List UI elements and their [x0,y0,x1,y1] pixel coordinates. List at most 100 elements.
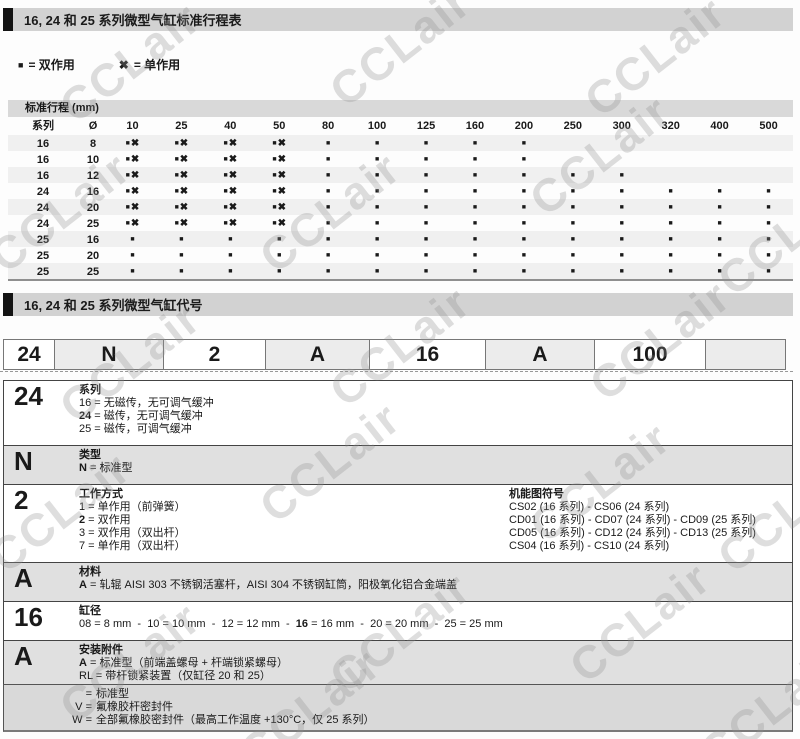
order-code-boxes: 24 N 2 A 16 A 100 [3,339,786,370]
double-acting-symbol: ■ [272,204,277,211]
double-acting-symbol: ■ [668,220,673,227]
stroke-cell: ■ [353,231,402,248]
stroke-cell: ■ [402,263,451,280]
column-header: 50 [273,120,286,132]
option-key: 3 [79,527,86,539]
double-acting-symbol: ■ [570,188,575,195]
option-key: 25 [444,618,457,630]
single-acting-symbol: ✖ [130,154,140,165]
double-acting-symbol: ■ [228,236,233,243]
double-acting-symbol: ■ [174,156,179,163]
code-spec-table: 24 系列 16 = 无磁传，无可调气缓冲 24 = 磁传，无可调气缓冲 25 = 磁传… [3,380,793,730]
double-acting-symbol: ■ [326,220,331,227]
spec-option-line: 25 = 磁传，可调气缓冲 [79,423,192,435]
single-acting-symbol: ✖ [179,202,189,213]
spec-option-line: A = 轧辊 AISI 303 不锈钢活塞杆，AISI 304 不锈钢缸筒，阳极… [79,579,458,591]
double-acting-symbol: ■ [374,204,380,211]
code-box-16: 16 [369,339,486,370]
stroke-table-caption: 标准行程 (mm) [8,100,793,117]
column-header: 160 [465,120,485,132]
stroke-cell: ■ [402,199,451,216]
stroke-cell: ■ [255,231,304,248]
stroke-cell: ■ [499,263,548,280]
double-acting-symbol: ■ [223,140,228,147]
stroke-cell: ■ [499,199,548,216]
double-acting-symbol: ■ [423,268,429,275]
double-acting-symbol: ■ [766,252,771,259]
single-acting-symbol: ✖ [179,170,189,181]
single-acting-symbol: ✖ [130,218,140,229]
series-cell: 25 [36,249,50,262]
stroke-cell: ■ [499,231,548,248]
stroke-cell: ■✖ [157,167,206,184]
stroke-cell: ■ [744,263,793,280]
double-acting-symbol: ■ [374,172,380,179]
seal-option-line: W = 全部氟橡胶密封件（最高工作温度 +130°C，仅 25 系列） [4,714,792,727]
double-acting-symbol: ■ [326,204,331,211]
double-acting-symbol: ■ [619,188,624,195]
option-key: 16 [79,397,92,409]
single-acting-symbol: ✖ [277,202,287,213]
stroke-cell: ■ [304,151,353,168]
double-acting-symbol: ■ [570,268,575,275]
stroke-cell: ■✖ [206,215,255,232]
spec-option-line: RL = 带杆锁紧装置（仅缸径 20 和 25） [79,670,271,682]
double-acting-symbol: ■ [326,268,331,275]
legend-single-acting: ✖ = 单作用 [119,56,180,73]
double-acting-symbol: ■ [619,204,624,211]
double-acting-symbol: ■ [125,204,130,211]
double-acting-symbol: ■ [521,220,526,227]
stroke-cell: ■ [206,263,255,280]
spec-code-value: 16 [14,602,43,632]
spec-title: 安装附件 [79,644,123,656]
stroke-cell: ■ [450,183,499,200]
seal-option-value: 全部氟橡胶密封件（最高工作温度 +130°C，仅 25 系列） [96,714,375,726]
bore-cell: 16 [86,185,100,198]
double-acting-symbol: ■ [423,188,429,195]
stroke-cell: ■ [255,263,304,280]
stroke-cell: ■ [548,215,597,232]
double-acting-symbol: ■ [374,252,380,259]
double-acting-symbol: ■ [125,220,130,227]
double-acting-symbol: ■ [570,236,575,243]
stroke-cell: ■✖ [206,167,255,184]
stroke-cell: ■ [499,247,548,264]
legend-double-text: = 双作用 [28,58,75,72]
single-acting-symbol: ✖ [118,57,129,72]
stroke-cell: ■ [597,263,646,280]
stroke-cell: ■✖ [108,151,157,168]
bore-cell: 10 [86,153,100,166]
double-acting-symbol: ■ [125,172,130,179]
stroke-cell: ■ [304,183,353,200]
table-row: 25 20 ■ ■ ■ ■ ■ ■ ■ ■ ■ ■ ■ ■ ■ ■ [8,247,793,263]
spec-row: N 类型 N = 标准型 [4,446,792,485]
spec-option-line: N = 标准型 [79,462,133,474]
double-acting-symbol: ■ [472,156,478,163]
double-acting-symbol: ■ [423,172,429,179]
stroke-cell: ■ [402,151,451,168]
bore-cell: 25 [86,265,100,278]
column-header: 500 [759,120,778,132]
column-header: Ø [88,120,98,132]
stroke-cell: ■ [695,247,744,264]
double-acting-symbol: ■ [521,188,526,195]
stroke-cell: ■ [402,215,451,232]
single-acting-symbol: ✖ [228,154,238,165]
series-cell: 24 [36,217,50,230]
spec-option-line: 2 = 双作用 [79,514,131,526]
column-header: 系列 [32,120,54,132]
double-acting-symbol: ■ [668,204,673,211]
double-acting-symbol: ■ [717,220,722,227]
stroke-cell: ■ [353,215,402,232]
stroke-cell: ■ [744,231,793,248]
single-acting-symbol: ✖ [228,170,238,181]
stroke-table-body: 16 8 ■✖ ■✖ ■✖ ■✖ ■ ■ ■ ■ ■ 16 10 ■✖ ■✖ ■✖ ■✖ ■ ■ ■ ■ ■ 16 12 ■✖ ■… [8,135,793,281]
stroke-cell: ■✖ [206,135,255,152]
single-acting-symbol: ✖ [179,154,189,165]
spec-option-line: A = 标准型（前端盖螺母 + 杆端锁紧螺母） [79,657,289,669]
double-acting-symbol: ■ [374,268,380,275]
double-acting-symbol: ■ [272,220,277,227]
series-cell: 25 [36,265,50,278]
double-acting-symbol: ■ [423,220,429,227]
